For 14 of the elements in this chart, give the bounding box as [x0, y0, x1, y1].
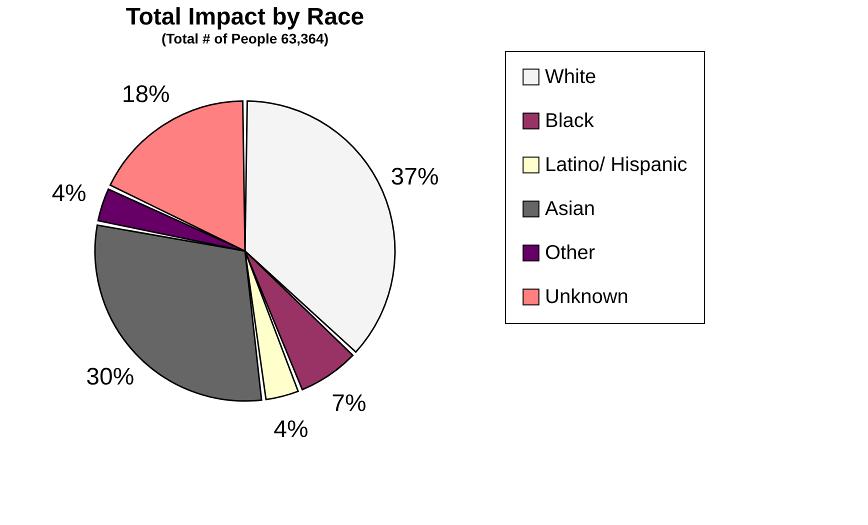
legend-label: Unknown — [545, 286, 628, 308]
legend-label: Other — [545, 242, 596, 264]
data-label: 37% — [390, 164, 439, 191]
data-label: 18% — [122, 80, 170, 108]
chart-title: Total Impact by Race — [126, 4, 364, 30]
legend-label: Black — [545, 110, 595, 132]
chart-subtitle: (Total # of People 63,364) — [161, 30, 329, 46]
legend-label: Latino/ Hispanic — [545, 154, 688, 176]
data-label: 30% — [86, 364, 134, 391]
data-label: 7% — [332, 390, 366, 418]
data-label: 4% — [274, 416, 308, 444]
legend-label: White — [545, 66, 596, 88]
legend-label: Asian — [545, 198, 596, 220]
data-label: 4% — [52, 180, 86, 207]
